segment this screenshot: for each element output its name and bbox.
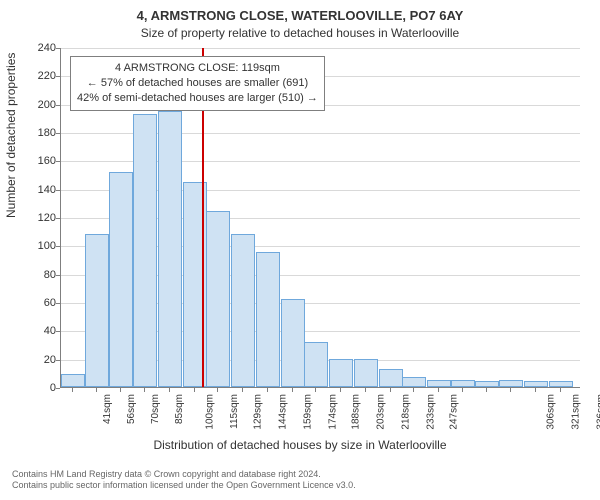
annotation-line: 42% of semi-detached houses are larger (… — [77, 91, 318, 106]
x-tick-mark — [72, 388, 73, 392]
histogram-bar — [379, 369, 403, 387]
x-tick-label: 174sqm — [327, 392, 338, 430]
x-tick-label: 100sqm — [205, 392, 216, 430]
y-tick-mark — [56, 388, 60, 389]
x-tick-label: 129sqm — [253, 392, 264, 430]
y-tick-mark — [56, 360, 60, 361]
x-tick-mark — [144, 388, 145, 392]
x-tick-mark — [462, 388, 463, 392]
histogram-bar — [304, 342, 328, 387]
annotation-line: 4 ARMSTRONG CLOSE: 119sqm — [77, 61, 318, 76]
y-tick-label: 180 — [16, 127, 56, 139]
y-tick-label: 100 — [16, 240, 56, 252]
x-tick-label: 218sqm — [400, 392, 411, 430]
y-tick-label: 140 — [16, 184, 56, 196]
x-tick-mark — [169, 388, 170, 392]
x-tick-mark — [267, 388, 268, 392]
chart-subtitle: Size of property relative to detached ho… — [0, 26, 600, 40]
grid-line — [61, 48, 580, 49]
histogram-bar — [549, 381, 573, 387]
y-tick-label: 200 — [16, 99, 56, 111]
x-tick-mark — [390, 388, 391, 392]
y-tick-mark — [56, 190, 60, 191]
histogram-chart: 4, ARMSTRONG CLOSE, WATERLOOVILLE, PO7 6… — [0, 0, 600, 500]
x-tick-mark — [486, 388, 487, 392]
y-tick-mark — [56, 105, 60, 106]
x-tick-label: 41sqm — [102, 392, 113, 424]
y-tick-mark — [56, 246, 60, 247]
y-tick-label: 60 — [16, 297, 56, 309]
y-tick-label: 40 — [16, 325, 56, 337]
x-tick-mark — [438, 388, 439, 392]
x-tick-mark — [365, 388, 366, 392]
x-tick-label: 336sqm — [596, 392, 600, 430]
x-tick-label: 247sqm — [448, 392, 459, 430]
x-tick-label: 203sqm — [375, 392, 386, 430]
histogram-bar — [158, 111, 182, 387]
x-tick-mark — [560, 388, 561, 392]
x-tick-mark — [510, 388, 511, 392]
x-tick-label: 188sqm — [351, 392, 362, 430]
histogram-bar — [329, 359, 353, 387]
y-tick-label: 0 — [16, 382, 56, 394]
y-tick-mark — [56, 275, 60, 276]
histogram-bar — [499, 380, 523, 387]
y-tick-label: 80 — [16, 269, 56, 281]
annotation-line: ← 57% of detached houses are smaller (69… — [77, 76, 318, 91]
histogram-bar — [451, 380, 475, 387]
attribution-line-1: Contains HM Land Registry data © Crown c… — [12, 469, 588, 481]
x-tick-mark — [315, 388, 316, 392]
histogram-bar — [524, 381, 548, 387]
y-tick-mark — [56, 133, 60, 134]
x-tick-label: 85sqm — [174, 392, 185, 424]
y-tick-label: 240 — [16, 42, 56, 54]
y-tick-label: 20 — [16, 354, 56, 366]
y-tick-label: 160 — [16, 155, 56, 167]
annotation-box: 4 ARMSTRONG CLOSE: 119sqm← 57% of detach… — [70, 56, 325, 111]
y-tick-label: 120 — [16, 212, 56, 224]
histogram-bar — [256, 252, 280, 387]
x-tick-mark — [96, 388, 97, 392]
x-axis-label: Distribution of detached houses by size … — [0, 438, 600, 452]
x-tick-mark — [242, 388, 243, 392]
y-tick-mark — [56, 303, 60, 304]
x-tick-mark — [535, 388, 536, 392]
x-tick-label: 115sqm — [229, 392, 240, 429]
x-tick-mark — [340, 388, 341, 392]
histogram-bar — [109, 172, 133, 387]
x-tick-label: 233sqm — [425, 392, 436, 430]
histogram-bar — [206, 211, 230, 387]
attribution-text: Contains HM Land Registry data © Crown c… — [12, 469, 588, 492]
attribution-line-2: Contains public sector information licen… — [12, 480, 588, 492]
histogram-bar — [85, 234, 109, 387]
x-tick-mark — [292, 388, 293, 392]
y-tick-mark — [56, 218, 60, 219]
histogram-bar — [281, 299, 305, 387]
x-tick-mark — [217, 388, 218, 392]
y-tick-mark — [56, 76, 60, 77]
x-tick-label: 70sqm — [150, 392, 161, 424]
x-tick-label: 321sqm — [571, 392, 582, 430]
y-tick-label: 220 — [16, 70, 56, 82]
x-tick-mark — [120, 388, 121, 392]
histogram-bar — [427, 380, 451, 387]
histogram-bar — [231, 234, 255, 387]
y-tick-mark — [56, 161, 60, 162]
histogram-bar — [61, 374, 85, 387]
x-tick-mark — [194, 388, 195, 392]
x-tick-mark — [413, 388, 414, 392]
x-tick-label: 306sqm — [546, 392, 557, 430]
y-tick-mark — [56, 331, 60, 332]
histogram-bar — [354, 359, 378, 387]
x-tick-label: 144sqm — [278, 392, 289, 430]
y-tick-mark — [56, 48, 60, 49]
x-tick-label: 159sqm — [303, 392, 314, 430]
histogram-bar — [402, 377, 426, 387]
x-tick-label: 56sqm — [126, 392, 137, 424]
histogram-bar — [475, 381, 499, 387]
histogram-bar — [133, 114, 157, 387]
chart-title: 4, ARMSTRONG CLOSE, WATERLOOVILLE, PO7 6… — [0, 8, 600, 23]
